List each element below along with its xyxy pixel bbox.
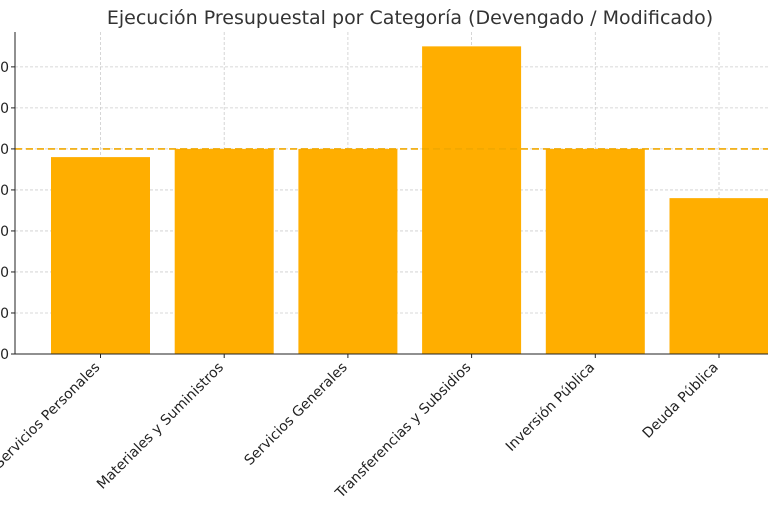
bar-4	[545, 148, 645, 354]
bar-3	[422, 46, 522, 354]
y-tick-label: 40	[0, 265, 9, 281]
x-tick-label: Transferencias y Subsidios	[332, 360, 475, 503]
bar-0	[51, 157, 150, 354]
y-tick-label: 140	[0, 60, 9, 76]
x-tick-label: Servicios Generales	[242, 360, 351, 469]
y-tick-label: 20	[0, 306, 9, 322]
y-tick-label: 100	[0, 142, 9, 158]
bar-5	[669, 198, 768, 354]
y-tick-label: 120	[0, 101, 9, 117]
bar-2	[298, 148, 398, 354]
x-tick-label: Inversión Pública	[503, 360, 598, 455]
y-tick-label: 0	[0, 347, 9, 363]
y-tick-label: 80	[0, 183, 9, 199]
x-tick-label: Deuda Pública	[640, 360, 722, 442]
x-tick-label: Materiales y Suministros	[94, 360, 227, 493]
chart-title: Ejecución Presupuestal por Categoría (De…	[107, 7, 713, 29]
x-tick-label: Servicios Personales	[0, 360, 103, 472]
bars-layer	[51, 46, 768, 354]
y-tick-label: 60	[0, 224, 9, 240]
bar-1	[174, 148, 274, 354]
